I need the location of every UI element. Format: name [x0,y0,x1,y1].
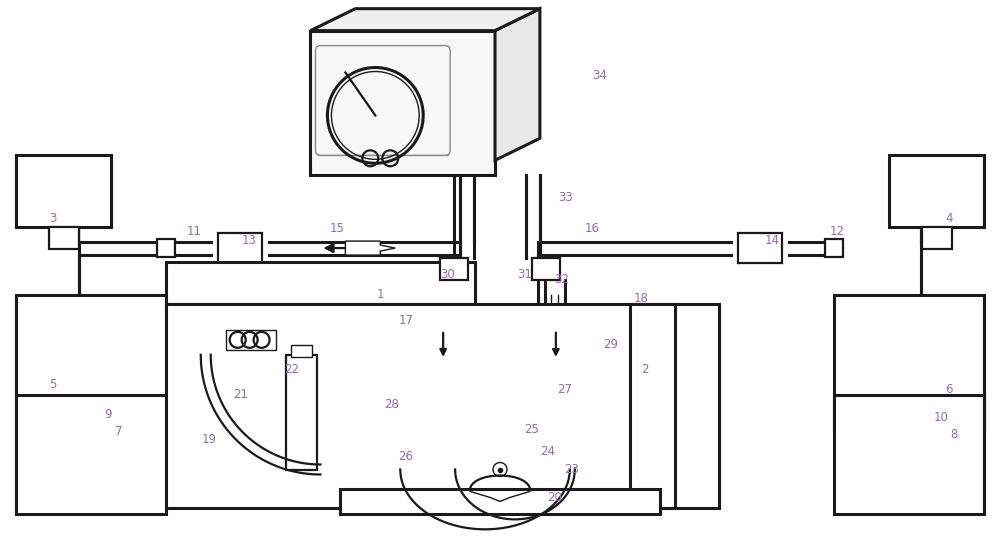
Text: 19: 19 [201,433,216,446]
Text: 23: 23 [564,463,579,476]
Bar [166,304,719,508]
Text: 17: 17 [399,315,414,327]
Bar [157,239,175,257]
Text: 16: 16 [584,222,599,235]
Bar [49,227,79,249]
Polygon shape [310,9,540,31]
Bar [16,395,166,514]
Text: 9: 9 [104,408,112,421]
Bar [340,490,660,514]
Text: 2: 2 [641,363,648,376]
Bar [532,258,560,280]
Bar [226,330,276,350]
Text: 14: 14 [765,234,780,247]
Text: 8: 8 [950,428,958,441]
Text: 25: 25 [524,423,539,436]
Text: 15: 15 [330,222,345,235]
Bar [318,45,448,155]
Bar [922,227,952,249]
Bar [825,239,843,257]
Bar [286,355,317,469]
Text: 33: 33 [558,191,573,203]
Text: 1: 1 [377,288,384,301]
Bar [16,295,166,429]
Bar [889,155,984,227]
Bar [218,232,262,264]
Polygon shape [345,241,395,255]
Text: 22: 22 [284,363,299,376]
Text: 30: 30 [440,269,455,282]
Text: 32: 32 [554,274,569,287]
Bar [738,232,782,264]
Text: 5: 5 [49,378,57,391]
Text: 4: 4 [945,212,953,225]
Bar [440,258,468,280]
Bar [16,155,111,227]
Text: 12: 12 [830,225,845,237]
Polygon shape [495,9,540,160]
Text: 7: 7 [115,425,123,438]
Bar [166,262,475,304]
Text: 13: 13 [241,234,256,247]
Text: 20: 20 [547,491,562,504]
Text: 31: 31 [517,269,532,282]
Bar [291,345,312,357]
Text: 18: 18 [633,293,648,305]
Text: 11: 11 [186,225,201,237]
Text: 28: 28 [384,398,399,411]
Bar [630,304,675,508]
Text: 29: 29 [603,338,618,351]
Bar [834,295,984,429]
Text: 3: 3 [49,212,57,225]
Text: 26: 26 [398,450,413,463]
Text: 27: 27 [557,383,572,396]
Text: 34: 34 [592,69,607,82]
Text: 10: 10 [933,411,948,424]
Text: 21: 21 [233,388,248,401]
Bar [834,395,984,514]
Bar [310,31,495,175]
Text: 6: 6 [945,383,953,396]
Text: 24: 24 [540,445,555,458]
FancyBboxPatch shape [315,45,450,155]
